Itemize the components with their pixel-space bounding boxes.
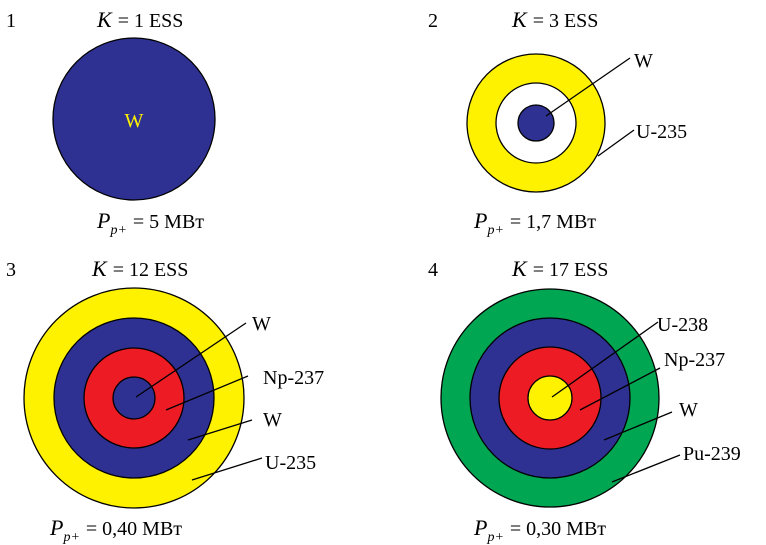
panel-4-k-rest: = 17 ESS bbox=[533, 259, 609, 281]
panel-1-p-sub: p+ bbox=[109, 223, 126, 238]
panel-4-k-symbol: K bbox=[511, 256, 528, 281]
panel-3-leader-3 bbox=[187, 419, 253, 441]
panel-3-label-2: Np-237 bbox=[263, 367, 324, 389]
panel-4-power: Pp+ = 0,30 МВт bbox=[473, 515, 606, 545]
panel-4: 4 K = 17 ESS U-238 Np-237 W Pu-239 Pp+ = 0… bbox=[428, 256, 741, 545]
panel-1-k-rest: = 1 ESS bbox=[118, 10, 184, 32]
panel-1-p-rest: = 5 МВт bbox=[133, 211, 204, 233]
panel-4-number: 4 bbox=[428, 259, 438, 281]
panel-3-p-rest: = 0,40 МВт bbox=[86, 518, 182, 540]
panel-1: 1 K = 1 ESS W Pp+ = 5 МВт bbox=[6, 7, 216, 238]
panel-2-leader-2 bbox=[597, 129, 635, 157]
panel-2-p-sub: p+ bbox=[486, 223, 503, 238]
panel-3-p-sub: p+ bbox=[62, 530, 79, 545]
panel-3-leader-2 bbox=[165, 375, 249, 411]
panel-3-k-rest: = 12 ESS bbox=[113, 259, 189, 281]
panel-1-ring-1 bbox=[52, 37, 216, 201]
panel-4-label-4: Pu-239 bbox=[683, 443, 741, 465]
panel-4-leader-3 bbox=[603, 411, 673, 441]
panel-2-k-rest: = 3 ESS bbox=[533, 10, 599, 32]
panel-4-ring-4 bbox=[527, 375, 573, 421]
panel-3: 3 K = 12 ESS W Np-237 W U-235 Pp+ = 0,40 М… bbox=[6, 256, 324, 545]
panel-2-number: 2 bbox=[428, 10, 438, 32]
panel-2-label-1: W bbox=[634, 50, 653, 72]
panel-3-label-3: W bbox=[263, 409, 282, 431]
panel-2-leader-1 bbox=[545, 57, 631, 117]
panel-3-label-4: U-235 bbox=[265, 452, 316, 474]
panel-3-leader-1 bbox=[135, 322, 247, 398]
panel-3-leader-4 bbox=[191, 457, 263, 481]
panel-4-leader-4 bbox=[611, 454, 681, 483]
panel-3-p-symbol: P bbox=[49, 515, 63, 540]
panel-3-number: 3 bbox=[6, 259, 16, 281]
panel-1-k-symbol: K bbox=[96, 7, 113, 32]
panel-1-inner-label: W bbox=[125, 110, 144, 132]
panel-4-p-symbol: P bbox=[473, 515, 487, 540]
panel-2-label-2: U-235 bbox=[636, 121, 687, 143]
panel-3-power: Pp+ = 0,40 МВт bbox=[49, 515, 182, 545]
panel-4-p-rest: = 0,30 МВт bbox=[510, 518, 606, 540]
panel-4-label-2: Np-237 bbox=[664, 349, 725, 371]
panel-4-leader-2 bbox=[579, 367, 661, 411]
panel-2: 2 K = 3 ESS W U-235 Pp+ = 1,7 МВт bbox=[428, 7, 687, 238]
panel-1-number: 1 bbox=[6, 10, 16, 32]
panel-4-label-3: W bbox=[679, 399, 698, 421]
panel-1-k-value: K = 1 ESS bbox=[96, 7, 183, 32]
panel-2-power: Pp+ = 1,7 МВт bbox=[473, 208, 596, 238]
panel-2-k-symbol: K bbox=[511, 7, 528, 32]
panel-2-ring-3 bbox=[517, 104, 555, 142]
panel-1-power: Pp+ = 5 МВт bbox=[96, 208, 204, 238]
panel-3-ring-4 bbox=[112, 376, 156, 420]
panel-4-p-sub: p+ bbox=[486, 530, 503, 545]
panel-3-k-value: K = 12 ESS bbox=[91, 256, 188, 281]
panel-1-p-symbol: P bbox=[96, 208, 110, 233]
panel-4-leader-1 bbox=[551, 321, 659, 398]
panel-4-label-1: U-238 bbox=[657, 314, 708, 336]
panel-3-k-symbol: K bbox=[91, 256, 108, 281]
panel-2-k-value: K = 3 ESS bbox=[511, 7, 598, 32]
panel-4-k-value: K = 17 ESS bbox=[511, 256, 608, 281]
panel-2-p-rest: = 1,7 МВт bbox=[510, 211, 596, 233]
panel-2-p-symbol: P bbox=[473, 208, 487, 233]
panel-3-label-1: W bbox=[252, 313, 271, 335]
